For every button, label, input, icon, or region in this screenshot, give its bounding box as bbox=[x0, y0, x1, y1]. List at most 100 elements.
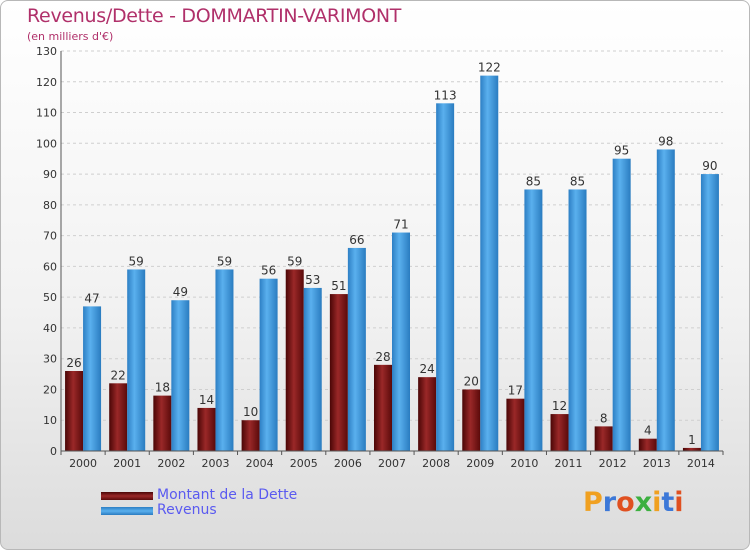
y-tick-label: 60 bbox=[43, 260, 57, 273]
data-label-revenus-2005: 53 bbox=[305, 273, 320, 287]
logo-letter: o bbox=[616, 487, 635, 518]
logo-letter: i bbox=[652, 487, 662, 518]
bar-revenus-2001 bbox=[127, 269, 146, 451]
data-label-dette-2002: 18 bbox=[155, 381, 170, 395]
bar-dette-2011 bbox=[550, 414, 569, 451]
bar-dette-2005 bbox=[285, 269, 304, 451]
logo-letter: r bbox=[602, 487, 617, 518]
x-tick-label: 2002 bbox=[157, 457, 185, 470]
legend-swatch-revenus bbox=[101, 507, 153, 515]
y-tick-label: 0 bbox=[50, 445, 57, 458]
data-label-dette-2006: 51 bbox=[331, 279, 346, 293]
bar-revenus-2009 bbox=[480, 75, 499, 451]
data-label-revenus-2006: 66 bbox=[349, 233, 364, 247]
y-tick-label: 130 bbox=[36, 45, 57, 58]
logo-letter: t bbox=[661, 487, 675, 518]
data-label-revenus-2010: 85 bbox=[526, 174, 541, 188]
y-tick-label: 70 bbox=[43, 230, 57, 243]
bar-revenus-2011 bbox=[568, 189, 587, 451]
y-tick-label: 120 bbox=[36, 76, 57, 89]
data-label-dette-2010: 17 bbox=[508, 384, 523, 398]
bar-revenus-2014 bbox=[700, 174, 719, 452]
data-label-dette-2005: 59 bbox=[287, 254, 302, 268]
bar-dette-2006 bbox=[329, 294, 348, 451]
data-label-revenus-2001: 59 bbox=[129, 254, 144, 268]
x-tick-label: 2012 bbox=[599, 457, 627, 470]
data-label-dette-2012: 8 bbox=[600, 411, 608, 425]
bar-dette-2001 bbox=[109, 383, 128, 451]
data-label-revenus-2013: 98 bbox=[658, 134, 673, 148]
x-tick-label: 2005 bbox=[290, 457, 318, 470]
bar-revenus-2010 bbox=[524, 189, 543, 451]
bar-dette-2002 bbox=[153, 395, 172, 451]
data-label-revenus-2003: 59 bbox=[217, 254, 232, 268]
data-label-dette-2011: 12 bbox=[552, 399, 567, 413]
x-tick-label: 2009 bbox=[466, 457, 494, 470]
data-label-dette-2009: 20 bbox=[464, 374, 479, 388]
x-tick-label: 2007 bbox=[378, 457, 406, 470]
x-tick-label: 2010 bbox=[510, 457, 538, 470]
data-label-revenus-2009: 122 bbox=[478, 61, 501, 75]
bar-revenus-2012 bbox=[612, 158, 631, 451]
y-tick-label: 10 bbox=[43, 414, 57, 427]
bar-revenus-2000 bbox=[83, 306, 102, 451]
data-label-dette-2004: 10 bbox=[243, 405, 258, 419]
x-tick-label: 2014 bbox=[687, 457, 715, 470]
data-label-revenus-2012: 95 bbox=[614, 144, 629, 158]
legend-label-dette: Montant de la Dette bbox=[157, 487, 298, 503]
bar-revenus-2003 bbox=[215, 269, 234, 451]
chart-subtitle: (en milliers d'€) bbox=[27, 30, 114, 43]
x-tick-label: 2000 bbox=[69, 457, 97, 470]
data-label-dette-2008: 24 bbox=[419, 362, 434, 376]
data-label-revenus-2002: 49 bbox=[173, 285, 188, 299]
bar-revenus-2008 bbox=[436, 103, 455, 452]
legend-swatch-dette bbox=[101, 492, 153, 500]
bar-dette-2009 bbox=[462, 389, 481, 451]
y-tick-label: 100 bbox=[36, 137, 57, 150]
data-label-revenus-2000: 47 bbox=[84, 291, 99, 305]
proxiti-logo: Proxiti bbox=[583, 487, 684, 518]
logo-letter: P bbox=[583, 487, 603, 518]
bar-revenus-2006 bbox=[347, 247, 366, 451]
data-label-revenus-2007: 71 bbox=[393, 218, 408, 232]
data-label-dette-2013: 4 bbox=[644, 424, 652, 438]
y-tick-label: 110 bbox=[36, 107, 57, 120]
y-tick-label: 20 bbox=[43, 383, 57, 396]
x-tick-label: 2001 bbox=[113, 457, 141, 470]
bar-revenus-2005 bbox=[303, 287, 322, 451]
data-label-dette-2007: 28 bbox=[375, 350, 390, 364]
x-tick-label: 2004 bbox=[246, 457, 274, 470]
x-tick-label: 2011 bbox=[555, 457, 583, 470]
data-label-revenus-2008: 113 bbox=[434, 88, 457, 102]
data-label-dette-2001: 22 bbox=[111, 368, 126, 382]
data-label-dette-2014: 1 bbox=[688, 433, 696, 447]
bar-revenus-2004 bbox=[259, 278, 278, 451]
bar-dette-2003 bbox=[197, 407, 216, 451]
x-tick-label: 2008 bbox=[422, 457, 450, 470]
bar-dette-2014 bbox=[682, 447, 701, 451]
bar-dette-2010 bbox=[506, 398, 525, 451]
y-tick-label: 30 bbox=[43, 353, 57, 366]
bar-dette-2007 bbox=[374, 364, 392, 451]
y-tick-label: 80 bbox=[43, 199, 57, 212]
x-tick-label: 2013 bbox=[643, 457, 671, 470]
bar-revenus-2002 bbox=[171, 300, 190, 451]
data-label-revenus-2004: 56 bbox=[261, 264, 276, 278]
data-label-revenus-2011: 85 bbox=[570, 174, 585, 188]
legend-label-revenus: Revenus bbox=[157, 502, 217, 518]
bar-dette-2008 bbox=[418, 377, 437, 451]
logo-letter: x bbox=[634, 487, 653, 518]
data-label-dette-2000: 26 bbox=[66, 356, 81, 370]
bar-dette-2012 bbox=[594, 426, 613, 451]
y-tick-label: 40 bbox=[43, 322, 57, 335]
data-label-dette-2003: 14 bbox=[199, 393, 214, 407]
bar-dette-2004 bbox=[241, 420, 260, 451]
data-label-revenus-2014: 90 bbox=[702, 159, 717, 173]
bar-dette-2013 bbox=[638, 438, 657, 451]
bar-dette-2000 bbox=[65, 371, 84, 451]
bar-revenus-2013 bbox=[656, 149, 675, 451]
bar-revenus-2007 bbox=[392, 232, 410, 451]
logo-letter: i bbox=[674, 487, 684, 518]
y-tick-label: 90 bbox=[43, 168, 57, 181]
